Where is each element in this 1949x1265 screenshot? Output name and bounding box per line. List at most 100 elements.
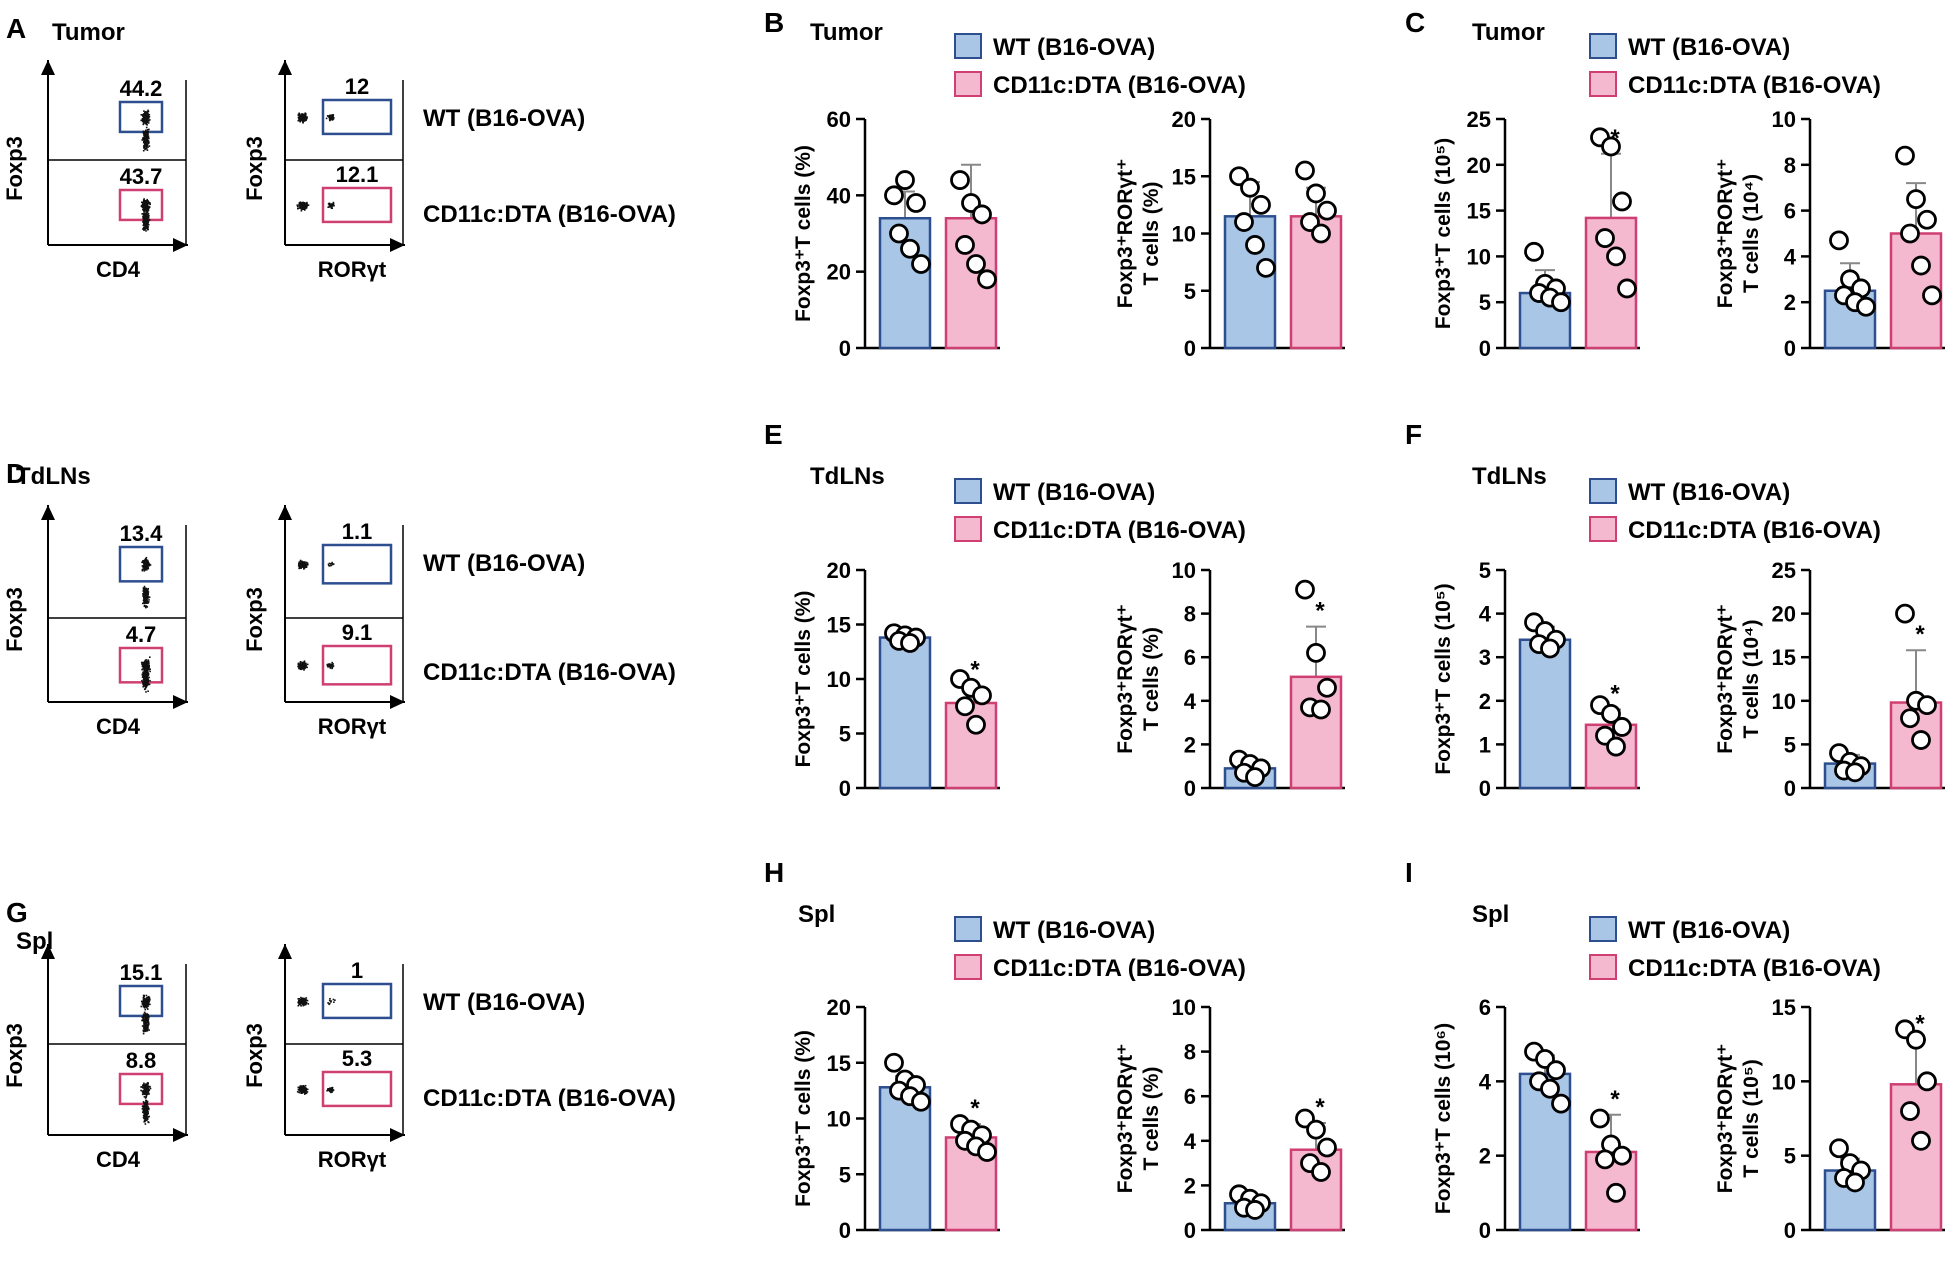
event-dot — [145, 129, 147, 132]
flow-x-label-2: RORγt — [318, 257, 387, 282]
event-dot — [147, 660, 149, 663]
event-dot — [147, 1023, 150, 1026]
event-dot — [299, 565, 301, 567]
event-dot — [301, 113, 304, 116]
y-tick-label: 25 — [1772, 558, 1796, 583]
gate-value-ror-wt: 1.1 — [342, 519, 373, 544]
event-dot — [305, 561, 308, 564]
event-dot — [141, 120, 144, 123]
event-dot — [302, 665, 305, 667]
event-dot — [305, 1092, 308, 1095]
data-point — [884, 1052, 904, 1073]
event-dot — [328, 115, 331, 117]
event-dot — [329, 997, 331, 1000]
event-dot — [298, 1001, 300, 1003]
event-dot — [146, 124, 148, 126]
data-point — [1911, 255, 1931, 276]
bar-wt — [1518, 1072, 1572, 1232]
event-dot — [147, 110, 150, 113]
y-tick-label: 0 — [839, 336, 851, 361]
event-dot — [304, 666, 307, 668]
data-point — [1590, 1108, 1610, 1129]
event-dot — [144, 591, 146, 594]
cd4-events-dta — [140, 1082, 152, 1098]
event-dot — [145, 1113, 147, 1115]
event-dot — [146, 676, 149, 678]
event-dot — [301, 1090, 303, 1093]
data-point — [1617, 278, 1637, 299]
event-dot — [142, 118, 144, 121]
event-dot — [144, 587, 146, 590]
gate-ror-dta — [321, 186, 393, 224]
event-dot — [299, 205, 301, 207]
event-dot — [143, 587, 145, 590]
event-dot — [144, 594, 146, 597]
significance-star: * — [1915, 621, 1925, 648]
event-dot — [142, 1001, 144, 1004]
event-dot — [145, 1003, 147, 1006]
event-dot — [146, 569, 148, 571]
event-dot — [147, 205, 150, 208]
panel-tissue-title: Tumor — [1472, 19, 1545, 46]
event-dot — [142, 675, 144, 677]
event-dot — [144, 1108, 147, 1111]
event-dot — [143, 999, 146, 1001]
event-dot — [145, 123, 148, 125]
event-dot — [141, 118, 144, 120]
event-dot — [146, 1105, 148, 1108]
y-tick-label: 0 — [1184, 776, 1196, 801]
event-dot — [145, 115, 148, 118]
data-point — [966, 714, 986, 735]
event-dot — [147, 562, 150, 565]
event-dot — [298, 202, 301, 204]
event-dot — [142, 594, 144, 596]
event-dot — [144, 224, 146, 226]
event-dot — [146, 1116, 148, 1118]
data-point — [900, 238, 920, 259]
bar-chart-I-11: 0 5 10 15 Foxp3⁺RORγt⁺ T cells (10⁵) * — [1714, 995, 1945, 1243]
event-dot — [147, 1003, 150, 1006]
event-dot — [144, 1123, 147, 1125]
event-dot — [328, 663, 331, 665]
significance-star: * — [1610, 125, 1620, 152]
event-dot — [146, 112, 149, 114]
event-dot — [146, 1109, 148, 1112]
event-dot — [298, 117, 300, 119]
event-dot — [306, 562, 309, 564]
y-tick-label: 5 — [1184, 279, 1196, 304]
event-dot — [144, 559, 146, 561]
event-dot — [306, 1091, 309, 1093]
y-tick-label: 60 — [827, 107, 851, 132]
event-dot — [146, 1005, 149, 1007]
event-dot — [145, 126, 148, 129]
bar-chart-F-7: 0 5 10 15 20 25 Foxp3⁺RORγt⁺ T cells (10⁴) * — [1714, 558, 1945, 801]
event-dot — [142, 1084, 144, 1086]
event-dot — [148, 996, 150, 999]
event-dot — [301, 661, 304, 664]
data-point — [1845, 762, 1865, 783]
event-dot — [306, 999, 309, 1002]
event-dot — [144, 685, 146, 688]
event-dot — [146, 597, 149, 599]
event-dot — [143, 134, 146, 137]
event-dot — [145, 669, 148, 672]
event-dot — [143, 208, 145, 211]
y-tick-label: 4 — [1184, 689, 1197, 714]
event-dot — [147, 683, 149, 685]
event-dot — [144, 1106, 146, 1109]
event-dot — [143, 1026, 146, 1028]
event-dot — [143, 676, 145, 679]
data-point — [1829, 1138, 1849, 1159]
data-point — [1256, 257, 1276, 278]
event-dot — [149, 119, 151, 121]
row-label-dta: CD11c:DTA (B16-OVA) — [423, 1085, 676, 1112]
panel-letter-E: E — [764, 419, 783, 450]
event-dot — [145, 681, 148, 683]
event-dot — [149, 203, 151, 206]
event-dot — [330, 665, 332, 667]
event-dot — [300, 999, 302, 1002]
event-dot — [148, 683, 151, 686]
event-dot — [142, 681, 144, 684]
cd4-events-wt-low — [142, 585, 151, 609]
event-dot — [145, 131, 147, 133]
